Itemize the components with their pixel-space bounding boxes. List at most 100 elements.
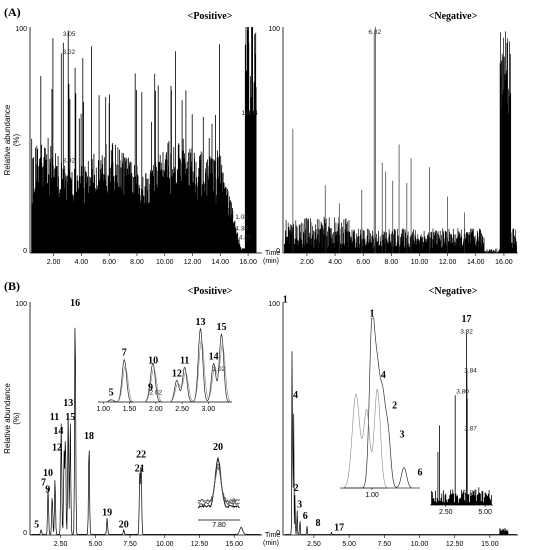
y-tick-label-100: 100 [268,26,280,33]
y-tick-label-100: 100 [268,301,280,308]
x-tick-label: 2.50 [54,541,68,548]
inset2-peak-label: 17 [462,314,472,325]
y-tick-label-0: 0 [23,248,27,255]
peak-retention-label: 3.02 [62,158,75,165]
peak-number-label: 17 [334,523,344,534]
inset2-x-tick-label: 5.00 [478,509,492,516]
x-tick-label: 5.00 [342,541,356,548]
peak-retention-label: 3.02 [62,49,75,56]
inset-peak-number-label: 9 [148,382,153,393]
x-tick-label: 4.00 [328,259,342,266]
peak-retention-label: 1.08 [235,214,248,221]
inset-x-tick-label: 1.50 [123,406,137,413]
y-tick-label-100: 100 [15,301,27,308]
inset-x-tick-label: 1.00 [96,406,110,413]
ionization-mode-label: <Negative> [429,11,478,22]
inset-peak-number-label: 14 [209,352,219,363]
x-tick-label: 15.00 [225,541,243,548]
x-axis-unit: (min) [263,258,279,265]
inset2-retention-label: 3.80 [456,388,469,395]
x-tick-label: 4.00 [75,259,89,266]
inset2-retention-label: 3.84 [464,367,477,374]
peak-number-label: 6 [303,511,308,522]
x-axis-title: Time [265,532,280,539]
inset2-trace [197,465,240,504]
x-tick-label: 2.50 [307,541,321,548]
inset-retention-label: 2.02 [149,389,162,396]
inset-trace-overlay [340,389,420,489]
peak-number-label: 4 [293,390,298,401]
peak-number-label: 22 [136,449,146,460]
inset-retention-label: 3.02 [213,366,226,373]
x-tick-label: 10.00 [411,541,429,548]
peak-number-label: 15 [65,412,75,423]
peak-retention-label: 16.04 [242,110,259,117]
peak-number-label: 20 [119,519,129,530]
inset-peak-number-label: 12 [172,368,182,379]
inset-peak-number-label: 1 [370,309,375,320]
tic-trace-negative [284,31,517,253]
peak-number-label: 7 [41,477,46,488]
x-tick-label: 8.00 [385,259,399,266]
y-axis-title: Relative abundance [3,104,12,175]
chromatogram-trace-negative [284,351,517,535]
x-tick-label: 12.50 [446,541,464,548]
x-tick-label: 2.00 [47,259,61,266]
y-tick-label-100: 100 [15,26,27,33]
peak-number-label: 16 [70,298,80,309]
peak-number-label: 3 [297,499,302,510]
y-tick-label-0: 0 [276,248,280,255]
inset-peak-number-label: 5 [109,388,114,399]
inset-trace-overlay [100,339,232,403]
late-noise [499,528,509,535]
x-tick-label: 10.00 [411,259,429,266]
peak-retention-label: 4.38 [235,225,248,232]
ionization-mode-label: <Positive> [188,286,233,297]
y-tick-label-0: 0 [23,530,27,537]
inset-x-tick-label: 2.50 [175,406,189,413]
y-axis-unit: (%) [12,412,21,425]
inset-peak-number-label: 10 [148,355,158,366]
inset-peak-number-label: 4 [381,370,386,381]
x-tick-label: 6.00 [356,259,370,266]
inset2-trace [431,333,492,505]
x-tick-label: 14.00 [467,259,485,266]
inset-peak-number-label: 15 [216,322,226,333]
x-tick-label: 6.00 [102,259,116,266]
inset-x-tick-label: 3.00 [202,406,216,413]
inset2-x-tick-label: 7.80 [212,522,226,529]
peak-number-label: 11 [50,412,59,423]
peak-number-label: 10 [43,468,53,479]
peak-retention-label: 6.82 [368,29,381,36]
inset2-trace [197,456,240,509]
peak-number-label: 12 [52,442,62,453]
inset2-retention-label: 3.87 [464,426,477,433]
x-tick-label: 12.00 [184,259,202,266]
inset-peak-number-label: 11 [180,355,189,366]
peak-number-label: 13 [63,398,73,409]
inset2-peak-label: 20 [213,442,223,453]
x-tick-label: 16.00 [239,259,257,266]
inset-peak-number-label: 3 [400,430,405,441]
x-tick-label: 8.00 [130,259,144,266]
peak-number-label: 5 [34,519,39,530]
ionization-mode-label: <Negative> [429,286,478,297]
peak-number-label: 8 [315,518,320,529]
peak-retention-label: 14.80 [235,234,252,241]
peak-retention-label: 3.05 [63,31,76,38]
peak-number-label: 14 [53,426,63,437]
inset2-retention-label: 3.82 [460,328,473,335]
x-tick-label: 2.00 [300,259,314,266]
x-tick-label: 14.00 [212,259,230,266]
x-tick-label: 12.50 [191,541,209,548]
x-tick-label: 15.00 [481,541,499,548]
x-tick-label: 16.00 [495,259,513,266]
x-axis-title: Time [265,250,280,257]
peak-number-label: 9 [45,484,50,495]
inset-x-tick-label: 2.00 [149,406,163,413]
inset2-trace [197,463,240,506]
panel-label-a: (A) [4,5,21,19]
peak-number-label: 2 [294,483,299,494]
inset-peak-number-label: 2 [392,400,397,411]
